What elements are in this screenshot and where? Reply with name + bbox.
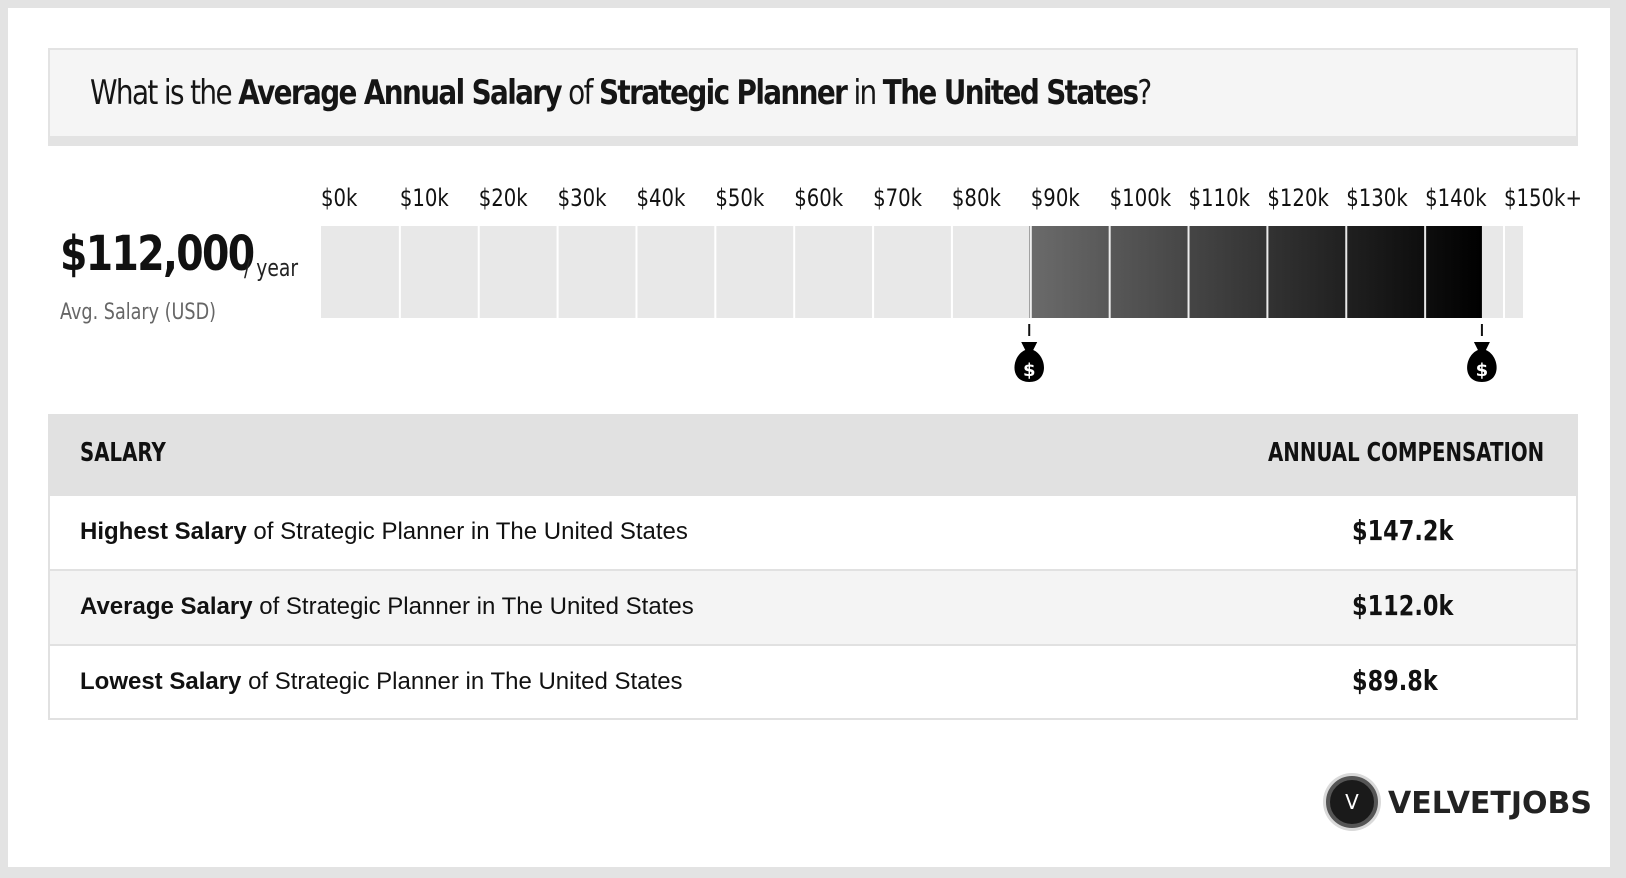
money-bag-icon: $ xyxy=(1014,342,1044,382)
row-label-rest: of Strategic Planner in The United State… xyxy=(241,668,683,695)
tick-label: $150k+ xyxy=(1504,185,1582,212)
salary-table: SALARY ANNUAL COMPENSATION Highest Salar… xyxy=(48,414,1578,720)
tick-label: $20k xyxy=(479,185,528,212)
average-salary-value: $112,000 xyxy=(60,226,255,282)
money-bag-dollar: $ xyxy=(1476,360,1489,381)
row-label-rest: of Strategic Planner in The United State… xyxy=(252,593,694,620)
row-label-bold: Average Salary xyxy=(80,593,253,620)
logo-letter: V xyxy=(1345,790,1359,814)
tick-label: $100k xyxy=(1110,185,1172,212)
title-of: of xyxy=(560,73,599,113)
row-value: $147.2k xyxy=(1352,514,1454,547)
tick-label: $90k xyxy=(1031,185,1080,212)
tick-label: $130k xyxy=(1346,185,1408,212)
table-row: Highest Salary of Strategic Planner in T… xyxy=(50,494,1576,569)
title-location: The United States xyxy=(882,73,1139,113)
row-label: Average Salary of Strategic Planner in T… xyxy=(80,593,694,621)
velvetjobs-logo-icon: V xyxy=(1326,776,1378,828)
title-prefix: What is the xyxy=(90,73,239,113)
money-bag-shape xyxy=(1014,342,1044,382)
tick-label: $40k xyxy=(636,185,685,212)
title-in: in xyxy=(846,73,883,113)
money-bag-icon: $ xyxy=(1467,342,1497,382)
tick-label: $0k xyxy=(321,185,358,212)
table-row: Average Salary of Strategic Planner in T… xyxy=(50,569,1576,644)
average-salary-unit: / year xyxy=(244,254,299,282)
title-suffix: ? xyxy=(1137,73,1152,113)
header-annual-compensation: ANNUAL COMPENSATION xyxy=(1268,438,1545,468)
money-bag-shape xyxy=(1467,342,1497,382)
average-salary-label: Avg. Salary (USD) xyxy=(60,300,217,325)
tick-label: $140k xyxy=(1425,185,1487,212)
velvetjobs-brand[interactable]: V VELVETJOBS xyxy=(1326,776,1592,832)
salary-range-bar xyxy=(1029,226,1482,318)
row-label-bold: Highest Salary xyxy=(80,518,247,545)
row-value: $89.8k xyxy=(1352,664,1438,697)
table-row: Lowest Salary of Strategic Planner in Th… xyxy=(50,644,1576,719)
money-bag-dollar: $ xyxy=(1023,360,1036,381)
tick-label: $80k xyxy=(952,185,1001,212)
average-salary-summary: $112,000 / year Avg. Salary (USD) xyxy=(60,226,299,325)
tick-label: $10k xyxy=(400,185,449,212)
row-label: Lowest Salary of Strategic Planner in Th… xyxy=(80,668,683,696)
row-value: $112.0k xyxy=(1352,589,1454,622)
salary-card: What is the Average Annual Salary of Str… xyxy=(8,8,1610,867)
title-job: Strategic Planner xyxy=(598,73,848,113)
page-title: What is the Average Annual Salary of Str… xyxy=(48,48,1578,146)
title-metric: Average Annual Salary xyxy=(238,73,562,113)
tick-label: $70k xyxy=(873,185,922,212)
tick-label: $60k xyxy=(794,185,843,212)
brand-name: VELVETJOBS xyxy=(1388,786,1593,821)
tick-label: $30k xyxy=(558,185,607,212)
tick-label: $110k xyxy=(1189,185,1251,212)
tick-label: $120k xyxy=(1267,185,1329,212)
salary-range-chart: $0k $10k $20k $30k $40k $50k $60k $70k $80k $90k $… xyxy=(321,185,1582,382)
header-salary: SALARY xyxy=(80,438,166,468)
row-label: Highest Salary of Strategic Planner in T… xyxy=(80,518,688,546)
row-label-rest: of Strategic Planner in The United State… xyxy=(246,518,688,545)
row-label-bold: Lowest Salary xyxy=(80,668,242,695)
table-header: SALARY ANNUAL COMPENSATION xyxy=(50,414,1576,494)
tick-label: $50k xyxy=(715,185,764,212)
